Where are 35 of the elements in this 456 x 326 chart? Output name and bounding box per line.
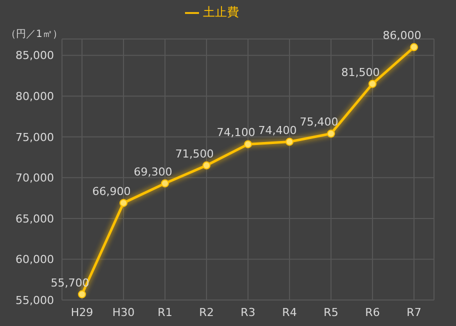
y-tick-label: 70,000 <box>16 172 54 185</box>
y-tick-label: 75,000 <box>16 130 54 144</box>
data-label: 71,500 <box>175 147 214 160</box>
x-tick-label: H29 <box>70 306 94 319</box>
y-tick-label: 85,000 <box>16 49 54 62</box>
x-tick-label: R2 <box>199 306 214 319</box>
data-label: 86,000 <box>382 29 422 42</box>
point <box>286 138 294 146</box>
point <box>327 130 335 138</box>
y-axis-title: （円／1㎡） <box>6 28 62 41</box>
data-label: 66,900 <box>92 184 131 198</box>
point <box>78 290 86 298</box>
point <box>244 140 252 148</box>
x-tick-label: R7 <box>406 306 422 319</box>
x-tick-label: R3 <box>240 306 256 319</box>
data-label: 74,100 <box>216 126 256 140</box>
legend-label: 土止費 <box>203 5 239 19</box>
data-label: 81,500 <box>341 66 380 79</box>
y-tick-label: 80,000 <box>16 90 54 103</box>
point <box>120 198 128 207</box>
data-label: 74,400 <box>258 124 297 137</box>
data-label: 69,300 <box>134 165 172 178</box>
x-tick-label: H30 <box>112 306 135 319</box>
point <box>368 80 376 88</box>
y-tick-label: 55,000 <box>16 294 54 307</box>
y-tick-label: 60,000 <box>16 253 54 266</box>
point <box>410 43 418 52</box>
point <box>202 161 210 170</box>
x-tick-label: R1 <box>158 306 172 319</box>
x-tick-label: R5 <box>324 306 338 319</box>
data-label: 75,400 <box>300 116 338 129</box>
y-tick-label: 65,000 <box>16 212 54 226</box>
x-tick-label: R4 <box>282 306 297 319</box>
point <box>161 179 169 188</box>
x-tick-label: R6 <box>365 306 380 319</box>
